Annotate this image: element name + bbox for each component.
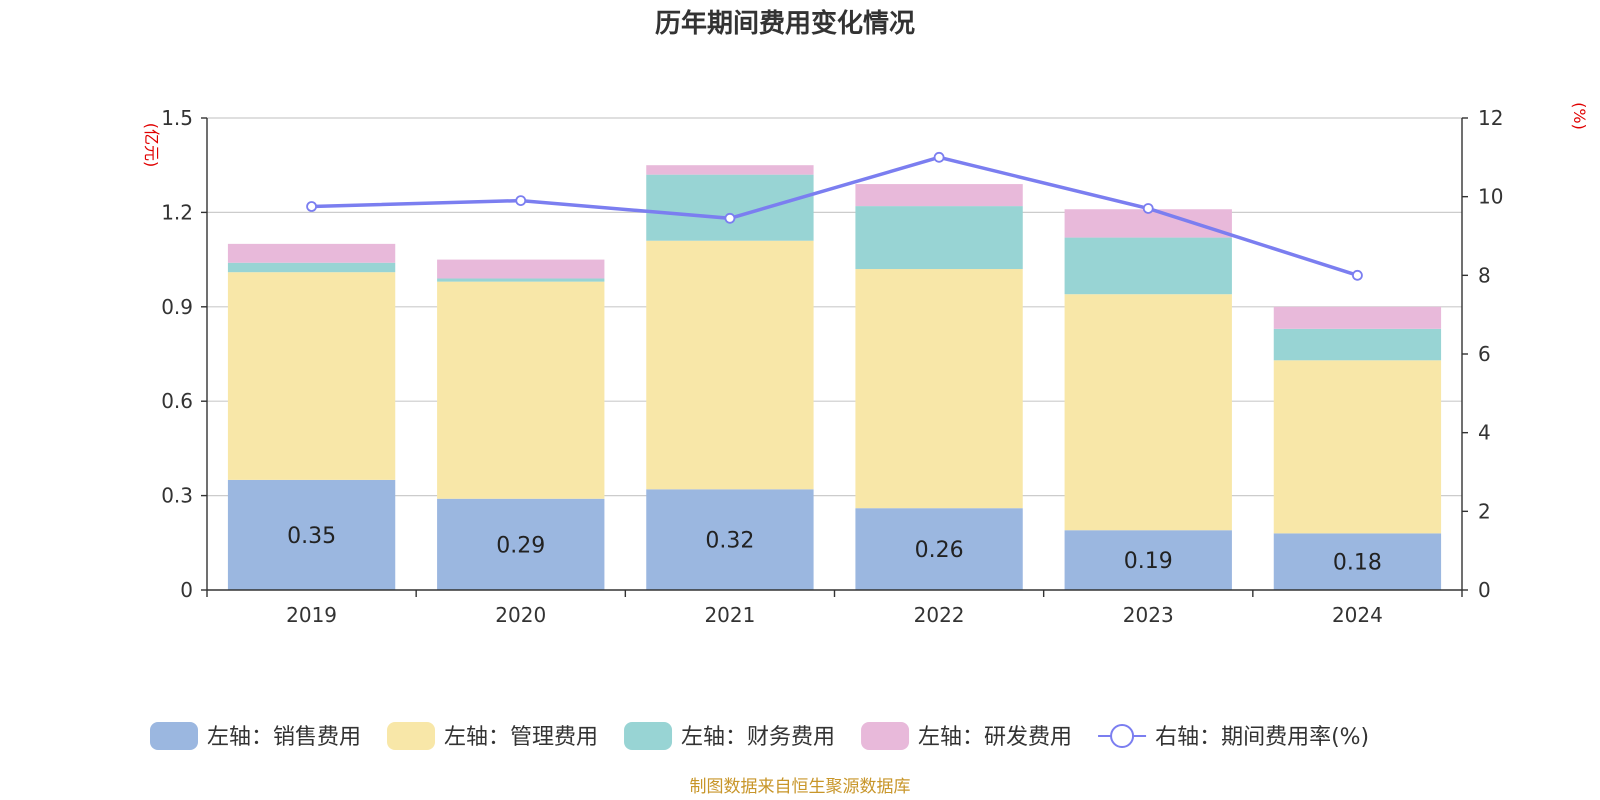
bar-segment — [437, 281, 605, 499]
bar-segment — [855, 269, 1023, 509]
rate-point — [306, 201, 317, 212]
rate-point — [1142, 203, 1154, 214]
bar-segment — [855, 206, 1023, 270]
legend-swatch — [387, 722, 436, 750]
bar-data-label: 0.29 — [496, 533, 545, 558]
bar-segment — [855, 508, 1023, 590]
legend-swatch — [861, 722, 910, 750]
bar-data-label: 0.19 — [1124, 549, 1173, 574]
rate-line-path — [311, 155, 1358, 278]
legend-label: 左轴：研发费用 — [918, 725, 1072, 750]
legend-label: 右轴：期间费用率(%) — [1155, 725, 1369, 750]
bar-segment — [1273, 328, 1442, 361]
right-axis-unit: (%) — [1570, 102, 1589, 130]
legend-item: 左轴：销售费用 — [150, 722, 361, 750]
bar-segment — [1273, 360, 1442, 534]
bar-segment — [227, 479, 396, 590]
right-tick-label: 8 — [1478, 263, 1491, 287]
legend-item: 左轴：研发费用 — [861, 722, 1072, 750]
data-source-note: 制图数据来自恒生聚源数据库 — [690, 777, 911, 797]
bar-segment — [1273, 533, 1442, 590]
bar-segment — [646, 174, 814, 241]
bar-segment — [437, 278, 605, 282]
legend-item: 左轴：财务费用 — [624, 722, 835, 750]
left-tick-label: 0 — [180, 578, 193, 602]
chart-title: 历年期间费用变化情况 — [655, 8, 915, 39]
grid-lines — [207, 117, 1462, 497]
rate-point — [515, 195, 527, 207]
left-tick-label: 0.3 — [161, 484, 193, 508]
bar-segment — [646, 165, 814, 175]
legend-label: 左轴：管理费用 — [444, 725, 598, 750]
left-tick-label: 1.5 — [161, 106, 193, 130]
right-tick-label: 6 — [1478, 342, 1491, 366]
bar-data-label: 0.35 — [287, 524, 336, 549]
bar-segment — [1064, 209, 1232, 238]
legend-label: 左轴：财务费用 — [681, 725, 835, 750]
rate-point — [933, 151, 945, 163]
legend-item: 左轴：管理费用 — [387, 722, 598, 750]
x-tick-label: 2023 — [1123, 603, 1174, 627]
bar-segment — [1064, 237, 1232, 295]
bar-segment — [437, 498, 605, 590]
left-tick-label: 0.6 — [161, 389, 193, 413]
x-tick-label: 2021 — [704, 603, 755, 627]
left-tick-label: 0.9 — [161, 295, 193, 319]
legend-label: 左轴：销售费用 — [207, 725, 361, 750]
rate-point — [1352, 269, 1363, 281]
bar-segment — [227, 262, 396, 273]
bar-segment — [646, 489, 814, 590]
right-tick-label: 10 — [1478, 185, 1503, 209]
bar-segment — [1273, 306, 1442, 329]
right-tick-label: 0 — [1478, 578, 1491, 602]
bar-data-label: 0.32 — [705, 529, 754, 554]
legend: 左轴：销售费用 左轴：管理费用 左轴：财务费用 左轴：研发费用 右轴：期间费用率(%) — [150, 722, 1369, 750]
left-axis-unit: (亿元) — [142, 123, 161, 168]
axes: 0 0.3 0.6 0.9 1.2 1.5 0 2 4 6 8 10 12 2019 2020 2021 202… — [161, 106, 1503, 627]
x-tick-label: 2024 — [1332, 603, 1383, 627]
legend-swatch — [150, 722, 198, 750]
bar-segment — [1064, 294, 1232, 531]
bar-segment — [855, 184, 1023, 207]
right-tick-label: 4 — [1478, 421, 1491, 445]
right-tick-label: 12 — [1478, 106, 1503, 130]
x-tick-label: 2019 — [286, 603, 337, 627]
bar-segment — [227, 272, 396, 480]
x-tick-label: 2022 — [914, 603, 965, 627]
legend-item: 右轴：期间费用率(%) — [1098, 724, 1369, 750]
bars: 0.35 0.29 0.32 0.26 0.19 0.18 — [227, 165, 1442, 590]
bar-segment — [646, 240, 814, 490]
legend-swatch-marker — [1110, 724, 1135, 748]
rate-line — [306, 151, 1363, 281]
rate-point — [724, 212, 736, 224]
bar-data-label: 0.26 — [915, 538, 964, 563]
legend-swatch — [624, 722, 673, 750]
right-tick-label: 2 — [1478, 499, 1491, 523]
bar-data-label: 0.18 — [1333, 551, 1382, 576]
bar-segment — [437, 259, 605, 279]
bar-segment — [227, 243, 396, 263]
left-tick-label: 1.2 — [161, 200, 193, 224]
x-tick-label: 2020 — [495, 603, 546, 627]
bar-segment — [1064, 530, 1232, 590]
